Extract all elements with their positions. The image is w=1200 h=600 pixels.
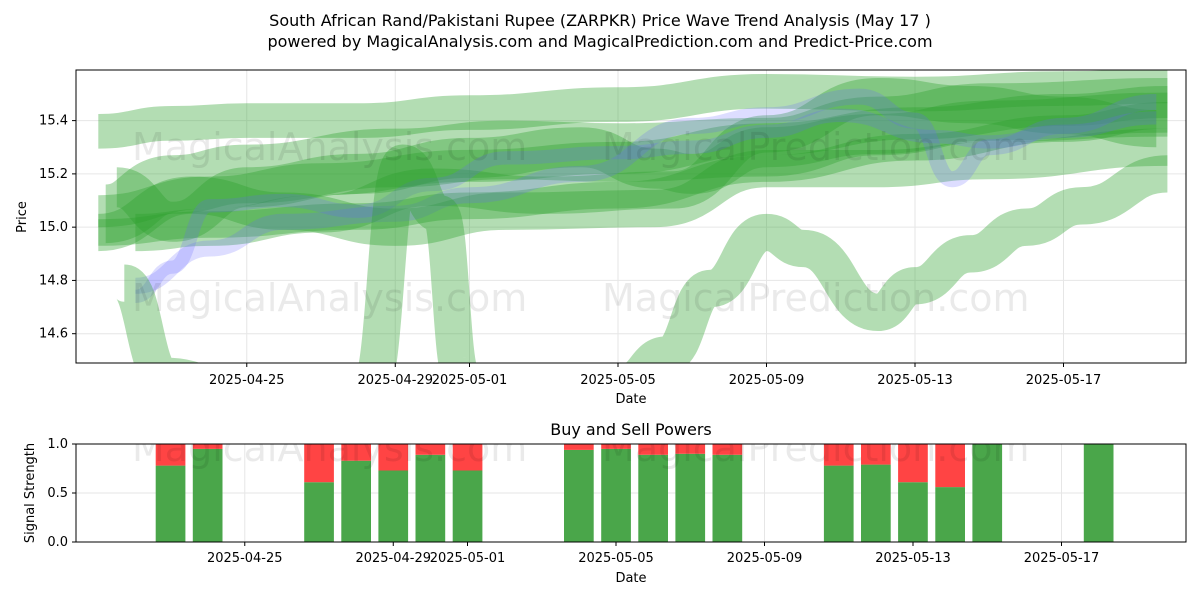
signal-plot-area: MagicalAnalysis.com MagicalPrediction.co… xyxy=(132,426,1114,542)
price-band-6 xyxy=(135,77,1157,252)
price-band-2 xyxy=(98,102,1168,246)
price-band-4 xyxy=(103,78,1168,244)
price-grid xyxy=(76,70,1186,363)
price-xtick-label-0: 2025-04-25 xyxy=(209,373,285,388)
price-ytick-label-3: 15.2 xyxy=(39,167,68,182)
buy-bar-1 xyxy=(192,448,223,542)
sell-bar-11 xyxy=(712,444,743,455)
buy-bar-6 xyxy=(452,470,483,542)
sell-bar-7 xyxy=(564,444,594,450)
signal-xtick-label-3: 2025-05-05 xyxy=(578,551,654,566)
price-ytick-label-0: 14.6 xyxy=(39,327,68,342)
price-ytick-label-4: 15.4 xyxy=(39,114,68,129)
watermark-left-top: MagicalAnalysis.com xyxy=(132,125,527,169)
sell-bar-4 xyxy=(378,444,409,471)
buy-bar-0 xyxy=(155,465,186,542)
price-xtick-label-3: 2025-05-05 xyxy=(580,373,656,388)
price-band-9 xyxy=(114,144,1169,363)
sell-bar-9 xyxy=(638,444,668,455)
buy-bar-11 xyxy=(712,454,743,542)
price-bands xyxy=(97,70,1169,363)
price-xtick-label-5: 2025-05-13 xyxy=(877,373,953,388)
signal-xtick-label-5: 2025-05-13 xyxy=(875,551,951,566)
price-band-7 xyxy=(134,88,1157,294)
price-xtick-label-6: 2025-05-17 xyxy=(1026,373,1102,388)
buy-bar-3 xyxy=(341,460,371,542)
price-plot: MagicalAnalysis.com MagicalPrediction.co… xyxy=(15,69,1187,407)
signal-x-label: Date xyxy=(615,571,646,586)
price-ytick-label-1: 14.8 xyxy=(39,273,68,288)
watermark-left-signal: MagicalAnalysis.com xyxy=(132,426,527,470)
buy-bar-12 xyxy=(823,465,854,542)
price-plot-area: MagicalAnalysis.com MagicalPrediction.co… xyxy=(97,70,1169,363)
watermark-right-signal: MagicalPrediction.com xyxy=(602,426,1030,470)
buy-bar-8 xyxy=(601,448,631,542)
sell-bar-8 xyxy=(601,444,631,449)
sell-bar-12 xyxy=(823,444,854,466)
buy-bar-4 xyxy=(378,470,409,542)
price-xtick-label-2: 2025-05-01 xyxy=(432,373,508,388)
chart-subtitle: powered by MagicalAnalysis.com and Magic… xyxy=(267,32,932,51)
signal-xtick-label-1: 2025-04-29 xyxy=(355,551,431,566)
signal-title: Buy and Sell Powers xyxy=(550,420,712,439)
price-band-0 xyxy=(98,70,1168,149)
buy-bar-2 xyxy=(304,482,334,542)
sell-bar-6 xyxy=(452,444,483,471)
buy-bar-17 xyxy=(1083,444,1114,542)
signal-ytick-label-1: 0.5 xyxy=(47,486,68,501)
sell-bar-1 xyxy=(192,444,223,449)
signal-xtick-label-0: 2025-04-25 xyxy=(207,551,283,566)
price-band-3 xyxy=(97,128,1168,252)
sell-bar-13 xyxy=(861,444,891,465)
watermark-right-top: MagicalPrediction.com xyxy=(602,125,1030,169)
signal-bars xyxy=(155,444,1114,542)
price-y-label: Price xyxy=(15,201,30,233)
signal-plot: Buy and Sell Powers MagicalAnalysis.com … xyxy=(23,420,1187,586)
sell-bar-2 xyxy=(304,444,334,483)
signal-xtick-label-4: 2025-05-09 xyxy=(727,551,803,566)
watermark-right-bottom: MagicalPrediction.com xyxy=(602,276,1030,320)
sell-bar-15 xyxy=(935,444,965,488)
buy-bar-10 xyxy=(675,453,706,542)
price-band-1 xyxy=(98,86,1168,228)
signal-y-label: Signal Strength xyxy=(23,443,38,543)
price-plot-frame xyxy=(75,69,1187,364)
signal-xtick-label-2: 2025-05-01 xyxy=(430,551,506,566)
chart-title: South African Rand/Pakistani Rupee (ZARP… xyxy=(269,11,931,30)
buy-bar-7 xyxy=(564,449,594,542)
watermark-left-bottom: MagicalAnalysis.com xyxy=(132,276,527,320)
price-ytick-label-2: 15.0 xyxy=(39,220,68,235)
buy-bar-16 xyxy=(972,444,1003,542)
price-ticks: 14.6 14.8 15.0 15.2 15.4 2025-04-25 2025-04-29… xyxy=(39,114,1101,388)
sell-bar-10 xyxy=(675,444,706,454)
signal-ytick-label-0: 0.0 xyxy=(47,535,68,550)
sell-bar-5 xyxy=(415,444,446,455)
buy-bar-9 xyxy=(638,454,668,542)
buy-bar-13 xyxy=(861,464,891,542)
signal-ytick-label-2: 1.0 xyxy=(47,437,68,452)
sell-bar-0 xyxy=(155,444,186,466)
price-x-label: Date xyxy=(615,392,646,407)
buy-bar-15 xyxy=(935,487,965,542)
buy-bar-14 xyxy=(898,482,928,542)
signal-xtick-label-6: 2025-05-17 xyxy=(1024,551,1100,566)
sell-bar-14 xyxy=(898,444,928,483)
price-xtick-label-1: 2025-04-29 xyxy=(357,373,433,388)
price-band-8 xyxy=(134,108,1157,304)
sell-bar-3 xyxy=(341,444,371,461)
price-xtick-label-4: 2025-05-09 xyxy=(729,373,805,388)
price-band-5 xyxy=(114,92,1168,242)
buy-bar-5 xyxy=(415,454,446,542)
